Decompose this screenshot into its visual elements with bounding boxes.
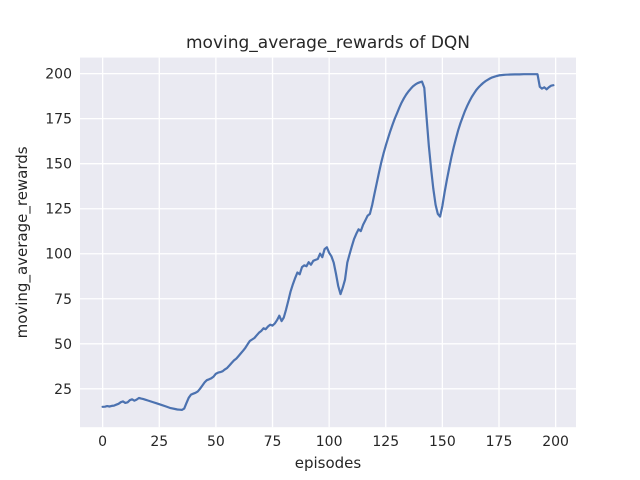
gridlines: [80, 57, 576, 428]
y-tick-label: 125: [45, 202, 72, 218]
y-tick-label: 50: [54, 337, 72, 353]
chart-title: moving_average_rewards of DQN: [186, 33, 470, 53]
x-tick-label: 150: [429, 434, 456, 450]
x-tick-label: 175: [486, 434, 513, 450]
x-tick-label: 100: [316, 434, 343, 450]
x-tick-label: 50: [207, 434, 225, 450]
x-tick-label: 75: [264, 434, 282, 450]
y-axis-label: moving_average_rewards: [13, 146, 32, 338]
plot-background: [80, 57, 576, 428]
dqn-reward-line: [101, 73, 555, 411]
x-tick-label: 125: [372, 434, 399, 450]
x-axis-label: episodes: [295, 454, 362, 472]
x-tick-label: 25: [150, 434, 168, 450]
y-tick-label: 175: [45, 112, 72, 128]
x-tick-label: 200: [542, 434, 569, 450]
y-tick-label: 150: [45, 157, 72, 173]
y-tick-label: 75: [54, 292, 72, 308]
y-tick-label: 200: [45, 67, 72, 83]
y-tick-label: 100: [45, 247, 72, 263]
x-tick-label: 0: [98, 434, 107, 450]
tick-labels: 0 25 50 75 100 125 150 175 200 25 50 75 100 125 150 175…: [45, 67, 569, 451]
y-tick-label: 25: [54, 382, 72, 398]
